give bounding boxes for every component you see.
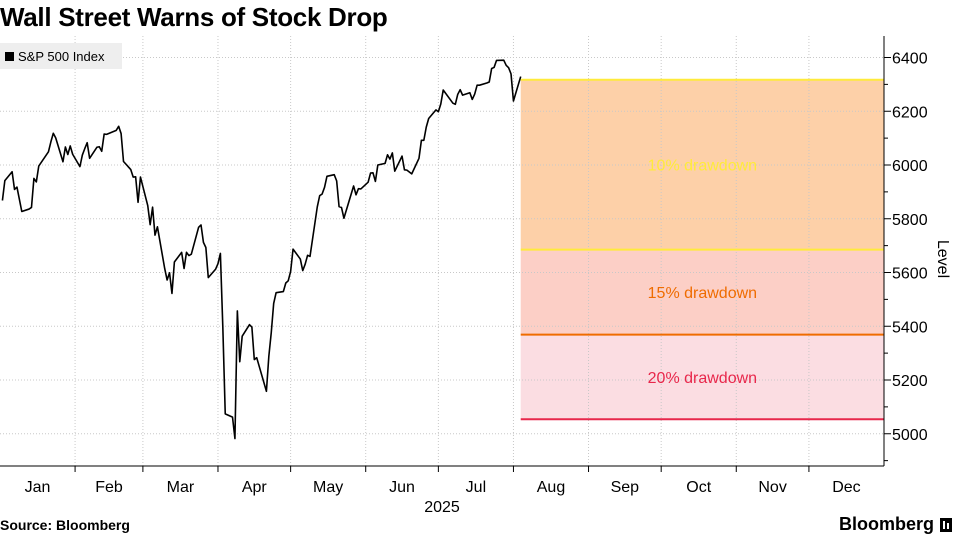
y-tick-label: 5000 bbox=[892, 427, 928, 444]
x-tick-label: Sep bbox=[611, 479, 640, 496]
x-tick-label: May bbox=[313, 479, 343, 496]
drawdown-label-1: 10% drawdown bbox=[648, 158, 757, 175]
source-note: Source: Bloomberg bbox=[0, 517, 130, 533]
x-tick-label: Aug bbox=[537, 479, 565, 496]
drawdown-band-3 bbox=[520, 334, 884, 420]
y-tick-label: 5400 bbox=[892, 319, 928, 336]
brand-name: Bloomberg bbox=[838, 514, 934, 534]
y-tick-label: 5600 bbox=[892, 266, 928, 283]
drawdown-band-2 bbox=[520, 249, 884, 335]
x-tick-label: Jun bbox=[389, 479, 415, 496]
x-tick-label: Jan bbox=[25, 479, 51, 496]
x-tick-label: Mar bbox=[167, 479, 195, 496]
legend-label: S&P 500 Index bbox=[18, 48, 105, 64]
drawdown-label-3: 20% drawdown bbox=[648, 370, 757, 387]
y-tick-label: 5800 bbox=[892, 212, 928, 229]
x-tick-label: Oct bbox=[686, 479, 711, 496]
x-year-label: 2025 bbox=[424, 499, 460, 516]
y-axis-title: Level bbox=[934, 240, 951, 278]
x-tick-label: Dec bbox=[832, 479, 860, 496]
x-tick-label: Feb bbox=[95, 479, 123, 496]
x-tick-label: Apr bbox=[242, 479, 268, 496]
x-tick-label: Nov bbox=[758, 479, 786, 496]
chart-title: Wall Street Warns of Stock Drop bbox=[0, 2, 388, 32]
legend-swatch bbox=[5, 51, 14, 61]
brand-logo: Bloomberg bbox=[839, 514, 952, 535]
y-tick-label: 6200 bbox=[892, 104, 928, 121]
y-tick-label: 5200 bbox=[892, 373, 928, 390]
drawdown-label-2: 15% drawdown bbox=[648, 285, 757, 302]
bar-chart-icon bbox=[940, 517, 952, 532]
y-tick-label: 6000 bbox=[892, 158, 928, 175]
x-tick-label: Jul bbox=[466, 479, 486, 496]
y-tick-label: 6400 bbox=[892, 51, 928, 68]
legend: S&P 500 Index bbox=[0, 43, 122, 69]
series-line-1 bbox=[1, 59, 522, 440]
